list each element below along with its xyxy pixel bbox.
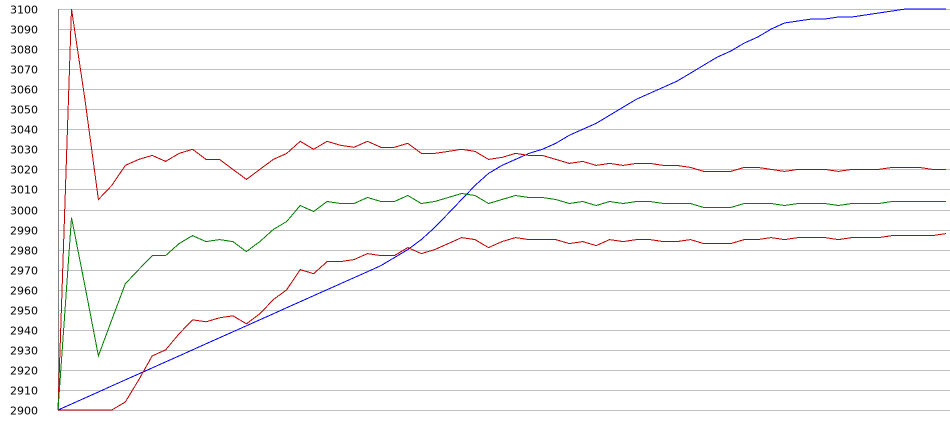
y-tick-label: 2900 xyxy=(10,405,38,418)
y-tick-label: 2990 xyxy=(10,225,38,238)
y-tick-label: 3060 xyxy=(10,84,38,97)
y-tick-label: 3080 xyxy=(10,44,38,57)
y-tick-label: 2930 xyxy=(10,345,38,358)
y-tick-label: 3020 xyxy=(10,164,38,177)
y-tick-label: 3100 xyxy=(10,4,38,17)
y-tick-labels: 2900 2910 2920 2930 2940 2950 2960 2970 2980 2990… xyxy=(10,4,38,418)
y-tick-label: 3040 xyxy=(10,124,38,137)
y-tick-label: 2920 xyxy=(10,365,38,378)
series-lines xyxy=(57,8,947,411)
y-tick-label: 2980 xyxy=(10,245,38,258)
y-tick-label: 3010 xyxy=(10,184,38,197)
series-line-2 xyxy=(57,8,946,411)
y-tick-label: 2950 xyxy=(10,305,38,318)
y-tick-label: 3050 xyxy=(10,104,38,117)
y-tick-label: 2940 xyxy=(10,325,38,338)
y-tick-label: 3070 xyxy=(10,64,38,77)
series-line-4 xyxy=(58,233,947,411)
y-tick-label: 2910 xyxy=(10,385,38,398)
y-tick-label: 2960 xyxy=(10,285,38,298)
series-line-3 xyxy=(57,192,946,411)
y-tick-label: 3030 xyxy=(10,144,38,157)
y-tick-label: 2970 xyxy=(10,265,38,278)
y-tick-label: 3000 xyxy=(10,205,38,218)
series-line-1 xyxy=(57,8,946,411)
y-tick-label: 3090 xyxy=(10,24,38,37)
